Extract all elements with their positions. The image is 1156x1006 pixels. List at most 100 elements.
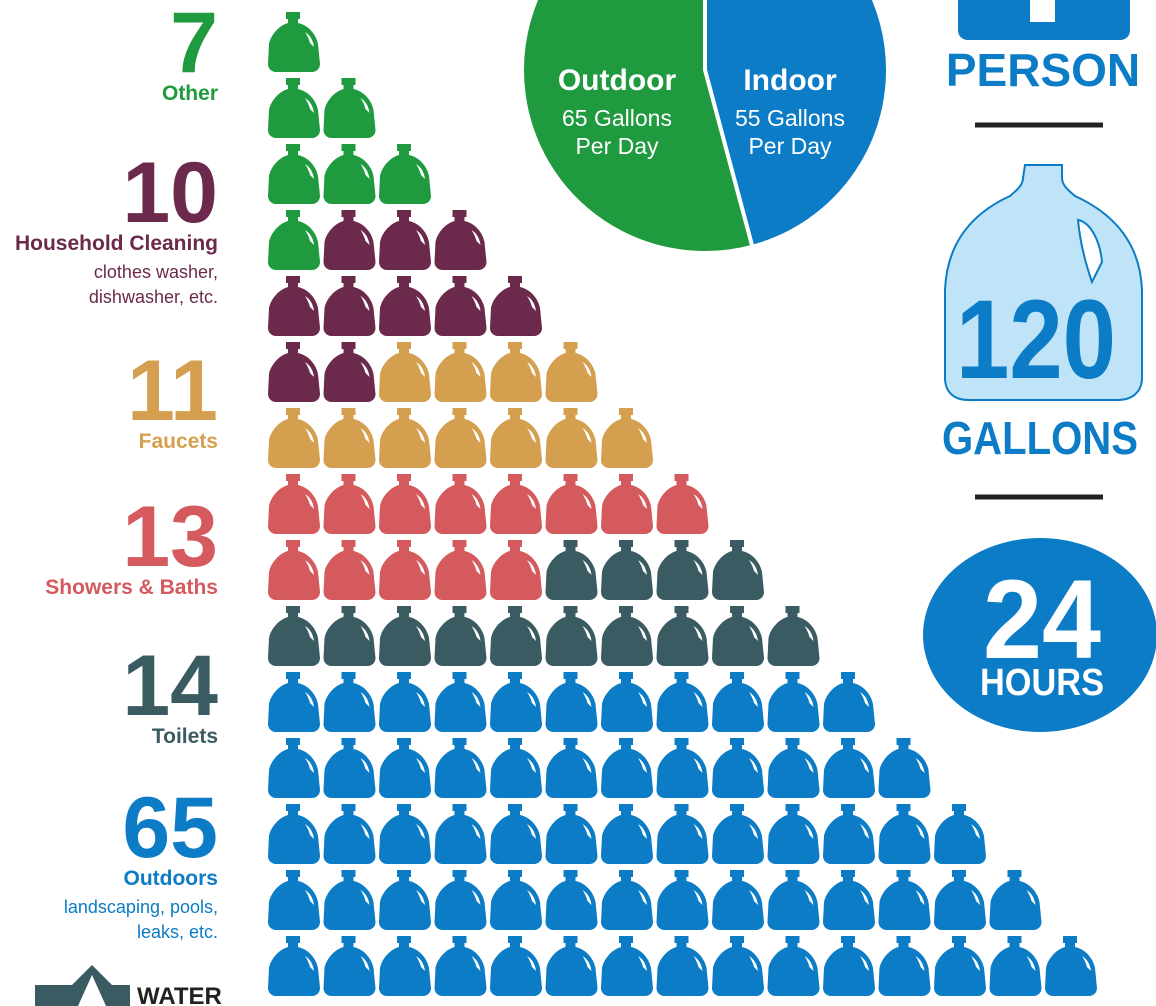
gallon-jug [379, 936, 431, 996]
gallon-jug [545, 804, 598, 864]
gallon-jug [656, 738, 709, 798]
gallon-jug [268, 408, 320, 468]
gallon-jug [268, 870, 320, 930]
gallon-jug [490, 936, 542, 996]
category-name: Showers & Baths [45, 576, 218, 599]
gallon-jug [712, 870, 764, 930]
gallon-jug [490, 804, 542, 864]
gallon-jug [323, 540, 376, 600]
gallon-jug [545, 474, 598, 534]
gallon-jug [323, 474, 376, 534]
unit-label: PERSON [946, 44, 1140, 96]
gallon-jug [268, 144, 320, 204]
gallon-jug [268, 540, 320, 600]
category-value: 65 [122, 780, 218, 876]
gallon-jug [712, 540, 764, 600]
gallon-jug [656, 474, 709, 534]
gallon-jug [490, 738, 542, 798]
category-value: 13 [122, 489, 218, 585]
gallon-jug [490, 408, 542, 468]
gallon-jug [545, 936, 598, 996]
gallon-jug [268, 738, 320, 798]
gallon-jug [490, 672, 542, 732]
period-unit: HOURS [980, 662, 1104, 704]
category-value: 10 [122, 145, 218, 241]
gallon-jug [490, 870, 542, 930]
category-name: Faucets [139, 430, 218, 453]
gallon-jug [434, 936, 487, 996]
gallon-jug [434, 474, 487, 534]
gallon-jug [934, 804, 986, 864]
gallon-jug [767, 738, 820, 798]
gallon-jug [379, 276, 431, 336]
gallon-jug [601, 804, 653, 864]
person-icon-figure [1030, 0, 1055, 22]
category-name: Toilets [152, 725, 218, 748]
gallon-jug [601, 540, 653, 600]
gallon-jug [323, 78, 376, 138]
gallon-jug [323, 408, 376, 468]
gallon-jug [823, 738, 875, 798]
gallon-jug [434, 210, 487, 270]
gallon-jug [379, 342, 431, 402]
gallon-jug [434, 540, 487, 600]
gallon-jug [268, 804, 320, 864]
gallon-jug [434, 342, 487, 402]
gallon-jug [323, 144, 376, 204]
gallon-jug [823, 870, 875, 930]
gallon-jug [379, 672, 431, 732]
gallon-jug [934, 936, 986, 996]
category-value: 11 [127, 343, 218, 439]
total-value: 120 [956, 277, 1116, 402]
gallon-jug [601, 408, 653, 468]
category-value: 14 [122, 638, 218, 734]
category-description: leaks, etc. [137, 922, 218, 942]
gallon-jug [379, 210, 431, 270]
gallon-jug [268, 474, 320, 534]
gallon-jug [601, 672, 653, 732]
gallon-jug [545, 738, 598, 798]
gallon-jug [601, 870, 653, 930]
gallon-jug [379, 408, 431, 468]
pie-value-label: 65 Gallons [562, 105, 672, 131]
gallon-jug [878, 936, 931, 996]
gallon-jug [545, 408, 598, 468]
category-description: clothes washer, [94, 262, 218, 282]
gallon-jug [490, 606, 542, 666]
gallon-jug [712, 672, 764, 732]
gallon-jug [712, 738, 764, 798]
gallon-jug [1045, 936, 1097, 996]
pie-value-label: 55 Gallons [735, 105, 845, 131]
gallon-jug [712, 936, 764, 996]
gallon-jug [823, 936, 875, 996]
gallon-jug [323, 606, 376, 666]
gallon-jug [379, 144, 431, 204]
gallon-jug [490, 540, 542, 600]
gallon-jug [767, 804, 820, 864]
pie-slice [520, 0, 755, 255]
gallon-jug [268, 672, 320, 732]
gallon-jug [434, 606, 487, 666]
gallon-jug [379, 804, 431, 864]
gallon-jug [379, 870, 431, 930]
gallon-jug [323, 210, 376, 270]
gallon-jug [878, 870, 931, 930]
logo-icon [35, 965, 130, 1006]
gallon-jug [989, 936, 1042, 996]
gallon-jug [767, 672, 820, 732]
gallon-jug [379, 474, 431, 534]
gallon-jug [434, 672, 487, 732]
pie-slice [703, 0, 890, 250]
gallon-jug [379, 540, 431, 600]
gallon-jug [379, 606, 431, 666]
category-name: Other [162, 82, 218, 105]
gallon-jug [878, 804, 931, 864]
gallon-jug [434, 804, 487, 864]
gallon-jug [656, 870, 709, 930]
gallon-jug [490, 276, 542, 336]
gallon-jug [434, 408, 487, 468]
gallon-jug [823, 804, 875, 864]
gallon-jug [601, 474, 653, 534]
category-name: Household Cleaning [15, 232, 218, 255]
